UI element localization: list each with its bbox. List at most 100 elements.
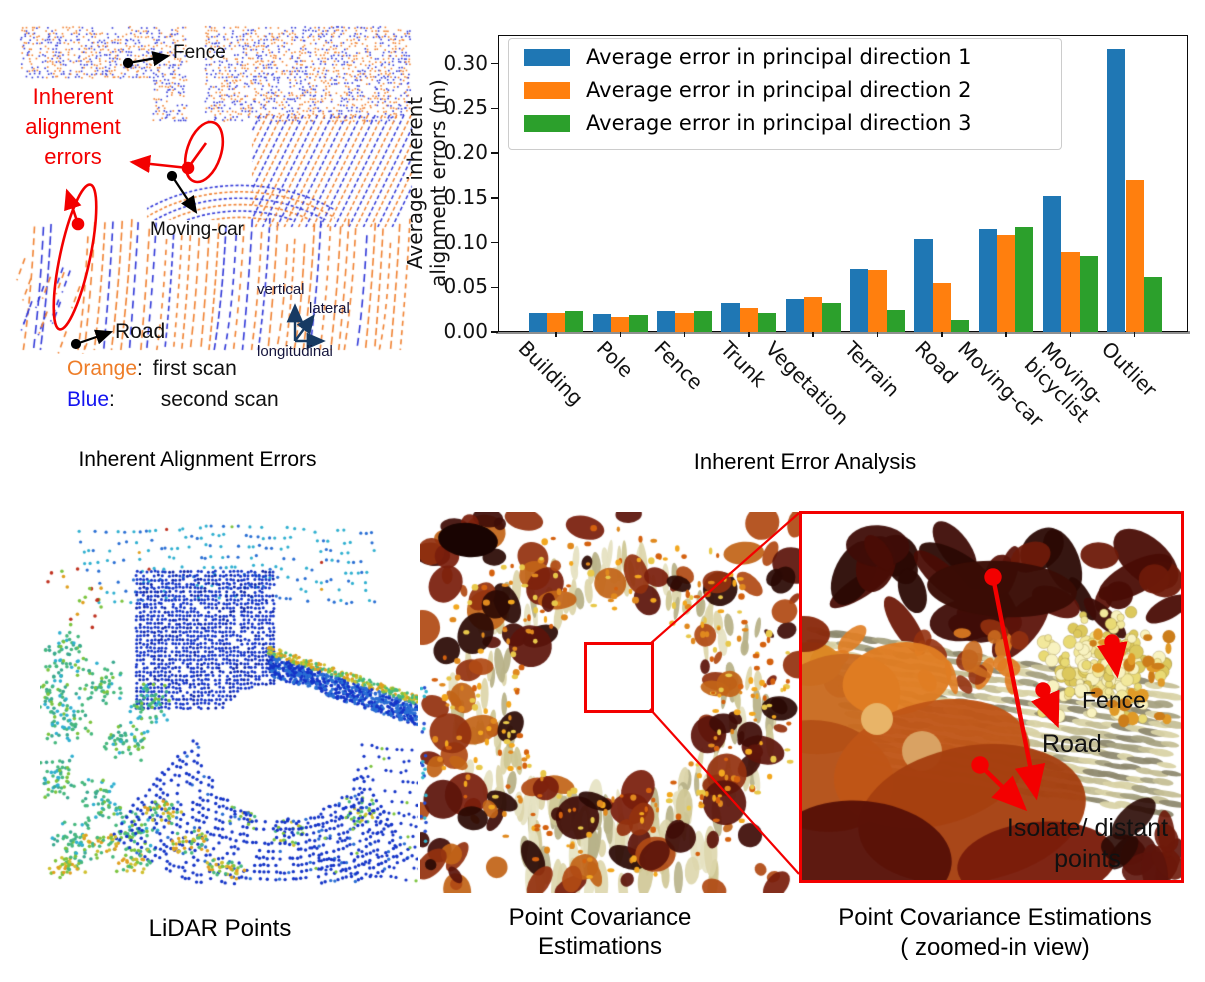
- bar-moving-car-dir3: [1015, 227, 1034, 332]
- x-axis-line: [496, 330, 1190, 334]
- y-tick-mark: [491, 241, 498, 244]
- scan-legend-orange: Orange: first scan: [67, 357, 237, 381]
- bar-trunk-dir3: [758, 313, 777, 332]
- road-label: Road: [115, 320, 166, 343]
- bar-terrain-dir1: [850, 268, 869, 332]
- zoom-caption-line1: Point Covariance Estimations: [838, 904, 1152, 931]
- y-tick-mark: [491, 107, 498, 110]
- x-tick-label-pole: Pole: [591, 336, 639, 383]
- axis-longitudinal-label: longitudinal: [257, 343, 333, 360]
- lidar-caption: LiDAR Points: [148, 915, 292, 942]
- y-axis-label: Average inherent alignment errors (m): [403, 79, 450, 287]
- bar-vegetation-dir2: [804, 297, 823, 332]
- legend-swatch-dir1: [524, 49, 570, 66]
- covariance-caption-line1: Point Covariance: [508, 904, 692, 931]
- plot-frame: [498, 35, 1188, 332]
- bar-moving-bicyclist-dir3: [1079, 256, 1098, 332]
- bar-outlier-dir2: [1125, 179, 1144, 332]
- x-tick-mark: [812, 332, 814, 337]
- bar-trunk-dir1: [721, 302, 740, 332]
- x-tick-label-road: Road: [910, 336, 963, 389]
- y-tick-mark: [491, 331, 498, 333]
- legend-label-dir3: Average error in principal direction 3: [586, 111, 972, 135]
- zoom-isolate-label: Isolate/ distant points: [980, 813, 1195, 875]
- legend-label-dir2: Average error in principal direction 2: [586, 78, 972, 102]
- y-tick-label-0.25: 0.25: [443, 95, 488, 120]
- x-tick-label-vegetation: Vegetation: [760, 336, 855, 430]
- x-tick-label-terrain: Terrain: [839, 336, 905, 402]
- legend-swatch-dir2: [524, 82, 570, 99]
- x-tick-mark: [748, 332, 750, 337]
- alignment-error-line1: Inherent: [32, 84, 114, 109]
- x-tick-mark: [683, 332, 686, 337]
- legend-label-dir1: Average error in principal direction 1: [586, 45, 972, 69]
- x-tick-mark: [941, 332, 943, 337]
- legend-swatch-dir3: [524, 115, 570, 132]
- covariance-caption: Point Covariance Estimations: [475, 903, 725, 961]
- x-tick-label-trunk: Trunk: [715, 336, 772, 392]
- bar-building-dir2: [546, 313, 566, 332]
- y-tick-label-0.10: 0.10: [443, 229, 488, 254]
- lidar-points-image: [40, 513, 418, 888]
- bar-terrain-dir2: [868, 270, 887, 332]
- zoom-source-box: [584, 642, 654, 713]
- bar-building-dir3: [565, 310, 584, 332]
- bar-terrain-dir3: [886, 309, 905, 332]
- bar-moving-car-dir1: [978, 229, 997, 332]
- fence-label: Fence: [173, 42, 226, 63]
- alignment-caption: Inherent Alignment Errors: [78, 448, 317, 471]
- legend-blue-desc: second scan: [160, 388, 279, 411]
- bar-vegetation-dir3: [822, 302, 841, 332]
- axis-lateral-label: lateral: [309, 300, 350, 317]
- y-tick-mark: [491, 197, 498, 199]
- x-tick-mark: [1133, 332, 1136, 337]
- zoom-fence-label: Fence: [1082, 687, 1146, 713]
- zoom-caption-line2: ( zoomed-in view): [900, 934, 1090, 961]
- y-tick-label-0.15: 0.15: [443, 184, 488, 209]
- chart-caption: Inherent Error Analysis: [693, 449, 917, 474]
- legend-orange-sep: :: [137, 357, 143, 380]
- y-tick-label-0.30: 0.30: [443, 50, 488, 75]
- bar-road-dir1: [914, 239, 933, 332]
- bar-building-dir1: [528, 313, 547, 332]
- bar-moving-car-dir2: [996, 235, 1016, 332]
- bar-pole-dir1: [592, 314, 612, 332]
- bar-fence-dir3: [693, 310, 713, 332]
- x-tick-mark: [555, 332, 557, 337]
- inherent-error-chart: 0.00 0.05 0.10 0.15 0.20 0.25 0.30 Building Pole…: [403, 35, 1190, 474]
- legend-orange-word: Orange: [67, 357, 138, 380]
- bar-pole-dir2: [611, 316, 630, 332]
- y-tick-mark: [491, 152, 498, 154]
- bar-moving-bicyclist-dir2: [1061, 251, 1080, 332]
- bar-outlier-dir1: [1107, 49, 1126, 332]
- x-tick-label-building: Building: [513, 336, 588, 411]
- alignment-error-line3: errors: [44, 144, 102, 169]
- bar-road-dir3: [950, 319, 970, 332]
- zoom-road-label: Road: [1042, 730, 1102, 758]
- x-tick-label-fence: Fence: [649, 336, 709, 395]
- x-tick-mark: [619, 332, 622, 337]
- y-tick-label-0.20: 0.20: [443, 140, 488, 165]
- legend-blue-word: Blue: [67, 388, 110, 411]
- y-tick-mark: [491, 286, 498, 289]
- alignment-error-label: Inherent alignment errors: [6, 82, 140, 172]
- x-tick-mark: [1005, 332, 1007, 337]
- moving-car-label: Moving-car: [150, 219, 244, 240]
- bar-fence-dir2: [675, 313, 694, 332]
- x-tick-label-moving-car: Moving-car: [952, 336, 1049, 432]
- bar-pole-dir3: [629, 315, 648, 332]
- y-tick-label-0.00: 0.00: [443, 319, 488, 343]
- scan-legend-blue: Blue: second scan: [67, 388, 279, 412]
- covariance-caption-line2: Estimations: [537, 933, 663, 960]
- bar-outlier-dir3: [1143, 277, 1163, 332]
- y-tick-label-0.05: 0.05: [443, 274, 488, 299]
- alignment-error-line2: alignment: [25, 114, 121, 139]
- bar-road-dir2: [932, 282, 951, 332]
- legend-blue-sep: :: [109, 388, 115, 411]
- bar-fence-dir1: [657, 311, 676, 332]
- bar-trunk-dir2: [739, 307, 758, 332]
- legend-orange-desc: first scan: [152, 357, 237, 380]
- zoom-isolate-line2: points: [1054, 845, 1121, 873]
- chart-legend-box: [508, 38, 1062, 150]
